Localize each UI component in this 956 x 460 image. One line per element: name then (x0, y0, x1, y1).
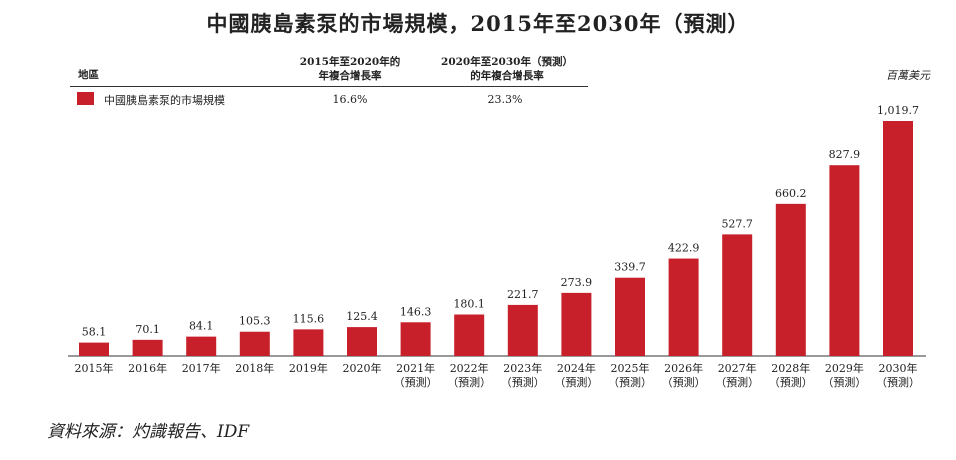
data-label: 70.1 (135, 323, 160, 336)
x-tick-label: 2019年 (289, 361, 328, 375)
x-tick-label: 2025年 (611, 361, 650, 375)
cagr-2015-2020-header: 2015年至2020年的 年複合增長率 (282, 55, 418, 83)
x-tick-label: 2026年 (664, 361, 703, 375)
cagr-2015-2020-value: 16.6% (332, 93, 368, 106)
cagr-2015-2020-header-line2: 年複合增長率 (318, 70, 382, 82)
x-tick-sublabel: （預測） (822, 375, 866, 389)
cagr-2020-2030-header-line2: 的年複合增長率 (470, 70, 544, 82)
data-label: 1,019.7 (877, 104, 919, 117)
data-label: 527.7 (721, 217, 753, 230)
x-tick-sublabel: （預測） (447, 375, 491, 389)
bar (668, 258, 699, 356)
cagr-2020-2030-header: 2020年至2030年（預測） 的年複合增長率 (422, 55, 592, 83)
x-tick-label: 2028年 (771, 361, 810, 375)
data-label: 146.3 (400, 305, 432, 318)
data-label: 339.7 (614, 261, 646, 274)
x-tick-sublabel: （預測） (501, 375, 545, 389)
unit-label: 百萬美元 (886, 69, 930, 82)
x-tick-label: 2029年 (825, 361, 864, 375)
bar (561, 292, 592, 356)
data-label: 660.2 (775, 187, 807, 200)
bar (883, 121, 913, 356)
bar (132, 339, 163, 356)
x-tick-sublabel: （預測） (769, 375, 813, 389)
x-tick-label: 2027年 (718, 361, 757, 375)
bar (615, 277, 645, 356)
data-label: 125.4 (346, 310, 378, 323)
cagr-2020-2030-header-line1: 2020年至2030年（預測） (441, 56, 573, 68)
table-header-rule (70, 86, 588, 87)
source-note: 資料來源：灼識報告、IDF (47, 422, 250, 442)
data-label: 422.9 (668, 242, 700, 255)
bar (829, 165, 860, 356)
x-tick-label: 2023年 (503, 361, 542, 375)
x-tick-label: 2015年 (75, 361, 114, 375)
data-label: 827.9 (829, 148, 861, 161)
x-tick-sublabel: （預測） (876, 375, 920, 389)
data-label: 58.1 (82, 326, 107, 339)
cagr-2020-2030-value: 23.3% (487, 93, 523, 106)
bar (186, 336, 217, 356)
x-tick-label: 2016年 (128, 361, 167, 375)
bar (507, 304, 538, 356)
bar (454, 314, 485, 356)
data-label: 180.1 (453, 297, 485, 310)
bar (79, 342, 109, 356)
x-tick-sublabel: （預測） (662, 375, 706, 389)
x-tick-label: 2017年 (182, 361, 221, 375)
x-tick-label: 2030年 (879, 361, 918, 375)
x-tick-label: 2021年 (396, 361, 435, 375)
x-tick-sublabel: （預測） (554, 375, 598, 389)
x-tick-sublabel: （預測） (608, 375, 652, 389)
bar (347, 327, 377, 356)
data-label: 105.3 (239, 315, 271, 328)
bar (293, 329, 324, 356)
legend-swatch (77, 92, 94, 105)
chart-title: 中國胰島素泵的市場規模，2015年至2030年（預測） (206, 11, 750, 36)
x-tick-label: 2018年 (235, 361, 274, 375)
bar (239, 331, 270, 356)
data-label: 273.9 (561, 276, 593, 289)
region-header: 地區 (78, 69, 99, 81)
data-label: 84.1 (189, 320, 214, 333)
bar (400, 322, 431, 356)
x-tick-label: 2022年 (450, 361, 489, 375)
x-tick-sublabel: （預測） (394, 375, 438, 389)
legend-label: 中國胰島素泵的市場規模 (104, 94, 225, 107)
x-tick-sublabel: （預測） (715, 375, 759, 389)
x-tick-label: 2024年 (557, 361, 596, 375)
data-label: 221.7 (507, 288, 539, 301)
bar (775, 203, 806, 356)
bar (722, 234, 753, 356)
x-tick-label: 2020年 (343, 361, 382, 375)
data-label: 115.6 (293, 312, 325, 325)
cagr-2015-2020-header-line1: 2015年至2020年的 (299, 56, 401, 68)
